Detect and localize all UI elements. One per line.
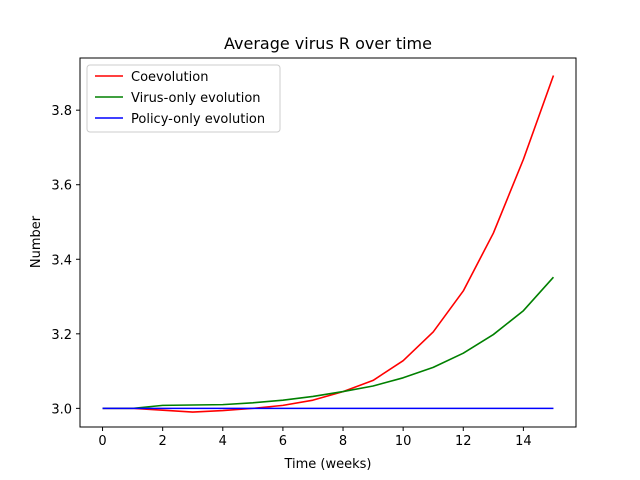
x-tick-label: 12 <box>455 434 472 449</box>
y-tick-label: 3.2 <box>51 328 72 343</box>
plot-area <box>102 75 555 413</box>
x-tick-label: 10 <box>395 434 412 449</box>
x-tick-label: 6 <box>279 434 287 449</box>
x-tick-label: 8 <box>339 434 347 449</box>
x-axis-label: Time (weeks) <box>283 457 371 472</box>
y-axis-ticks: 3.0 3.2 3.4 3.6 3.8 <box>51 104 80 417</box>
y-tick-label: 3.4 <box>51 253 72 268</box>
y-tick-label: 3.6 <box>51 179 72 194</box>
series-line-coevolution <box>102 75 555 413</box>
x-tick-label: 0 <box>98 434 106 449</box>
legend-label: Coevolution <box>131 70 208 85</box>
x-tick-label: 4 <box>219 434 227 449</box>
series-line-virus-only-evolution <box>102 276 555 410</box>
legend-label: Policy-only evolution <box>131 112 265 127</box>
x-tick-label: 14 <box>515 434 532 449</box>
chart-title: Average virus R over time <box>224 34 432 53</box>
y-axis-label: Number <box>29 215 44 268</box>
legend-box <box>86 64 281 133</box>
y-tick-label: 3.8 <box>51 104 72 119</box>
legend-label: Virus-only evolution <box>131 91 261 106</box>
y-tick-label: 3.0 <box>51 402 72 417</box>
legend: Coevolution Virus-only evolution Policy-on… <box>86 64 281 133</box>
x-tick-label: 2 <box>159 434 167 449</box>
x-axis-ticks: 0 2 4 6 8 10 12 14 <box>98 427 532 449</box>
plot-frame <box>79 57 577 428</box>
